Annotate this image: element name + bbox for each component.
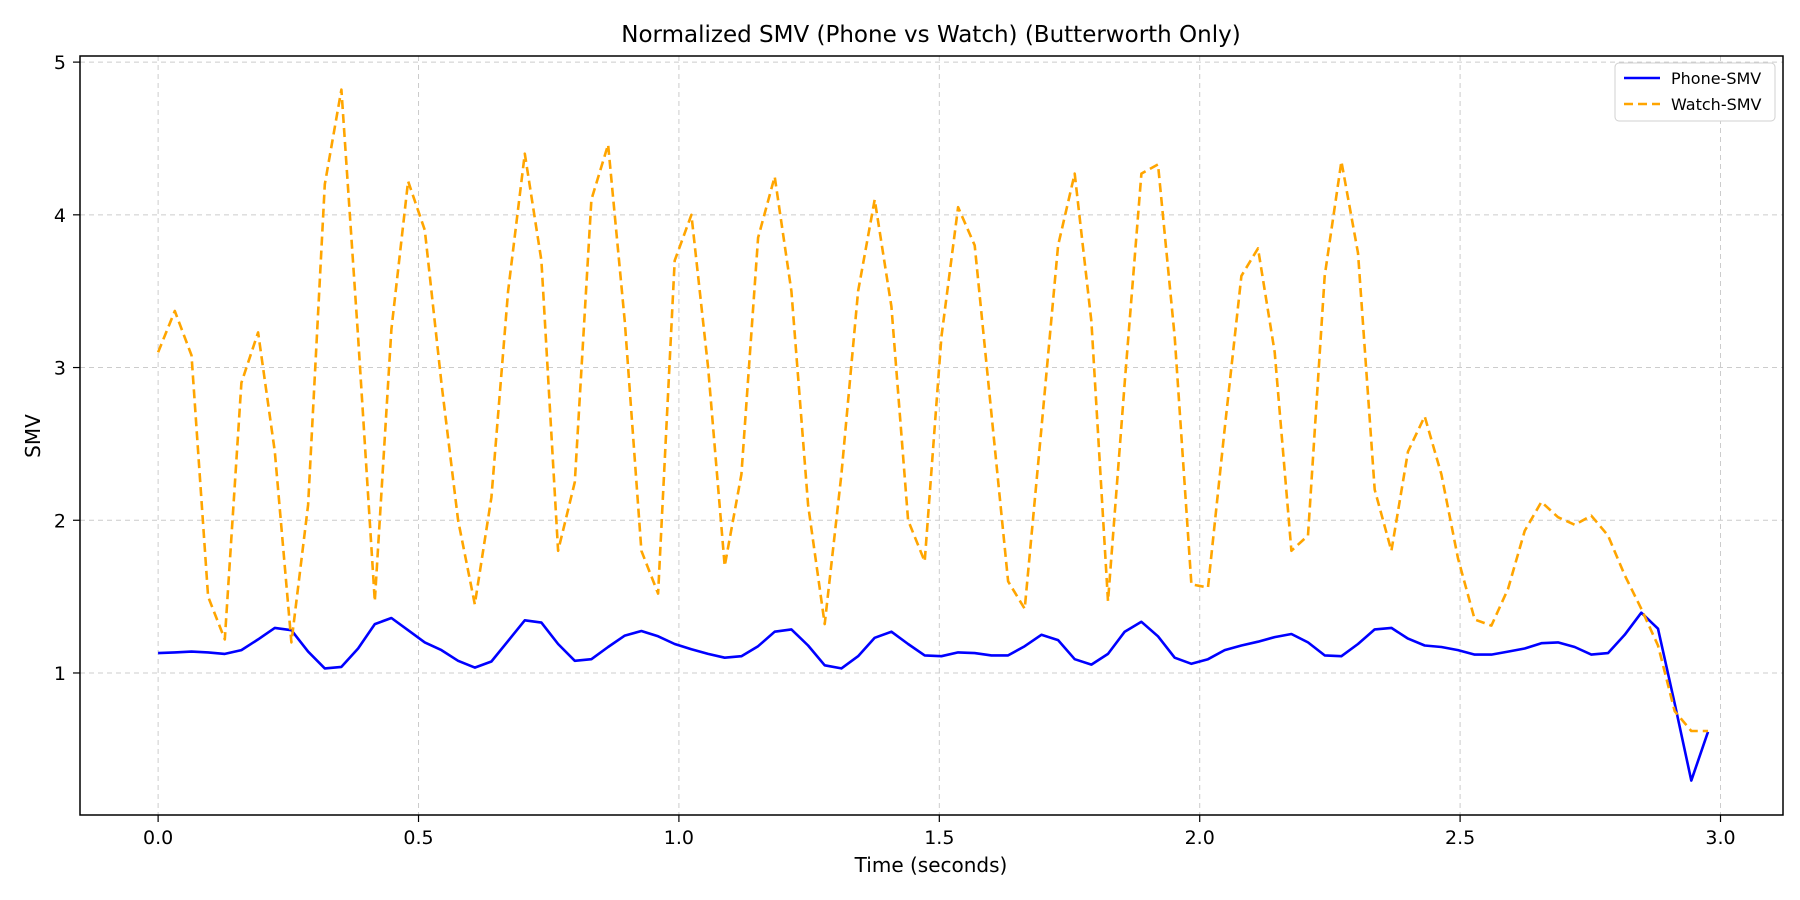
x-tick-label: 0.5 xyxy=(403,827,433,849)
plot-frame xyxy=(79,55,1784,816)
y-tick-label: 1 xyxy=(54,663,66,685)
x-tick-label: 0.0 xyxy=(143,827,173,849)
y-axis-label: SMV xyxy=(21,414,45,458)
watch-smv-line xyxy=(156,88,1708,733)
grid xyxy=(80,56,1783,815)
phone-smv-line xyxy=(158,611,1710,782)
x-axis-label: Time (seconds) xyxy=(854,853,1008,877)
legend: Phone-SMV Watch-SMV xyxy=(1614,62,1776,122)
x-tick-label: 1.5 xyxy=(924,827,954,849)
chart-title: Normalized SMV (Phone vs Watch) (Butterw… xyxy=(621,22,1240,48)
x-tick-label: 2.5 xyxy=(1445,827,1475,849)
y-tick-label: 5 xyxy=(54,52,66,74)
x-tick-label: 3.0 xyxy=(1705,827,1735,849)
x-tick-label: 1.0 xyxy=(664,827,694,849)
y-tick-label: 3 xyxy=(54,358,66,380)
x-tick-label: 2.0 xyxy=(1185,827,1215,849)
y-tick-label: 2 xyxy=(54,510,66,532)
series-lines xyxy=(156,88,1710,782)
y-tick-label: 4 xyxy=(54,205,66,227)
legend-label-watch: Watch-SMV xyxy=(1671,95,1762,114)
legend-label-phone: Phone-SMV xyxy=(1671,69,1761,88)
x-axis-ticks: 0.0 0.5 1.0 1.5 2.0 2.5 3.0 xyxy=(143,815,1736,849)
y-axis-ticks: 1 2 3 4 5 xyxy=(54,52,80,685)
